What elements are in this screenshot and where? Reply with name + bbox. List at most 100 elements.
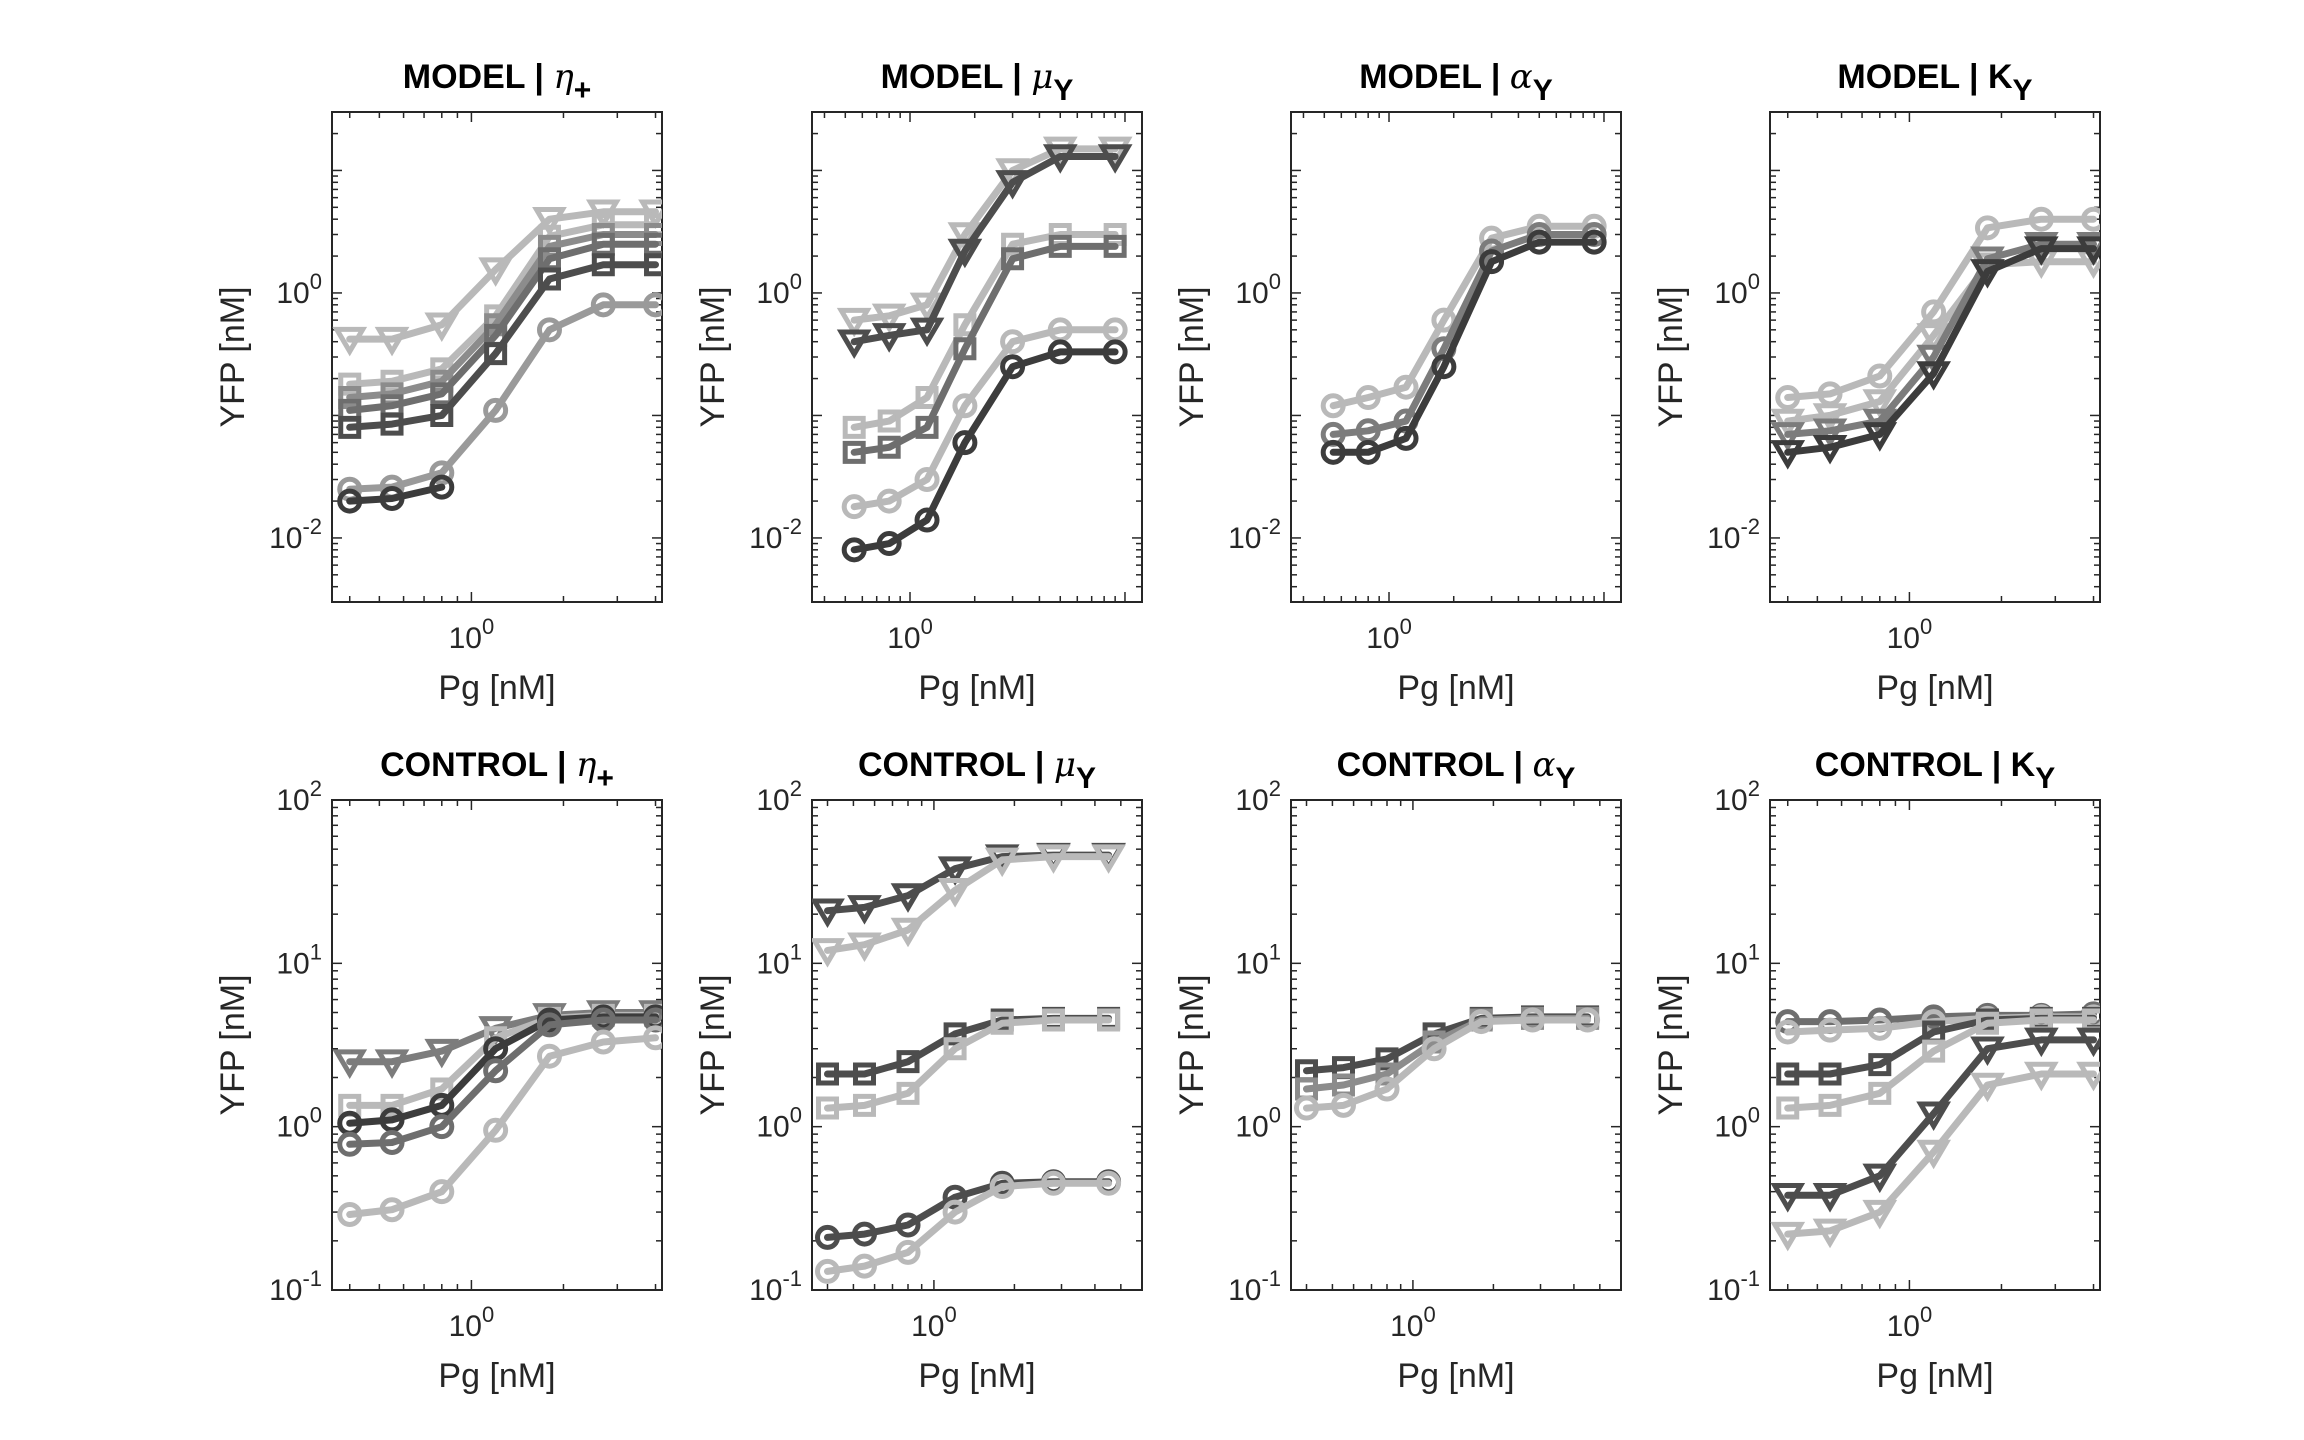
tick-exponent: 0 (1920, 1302, 1932, 1327)
y-tick-label: 10-1 (1228, 1266, 1281, 1307)
data-point-square (1295, 1077, 1319, 1101)
series-line (850, 326, 1119, 511)
data-point-circle (429, 1114, 455, 1140)
y-tick-label: 101 (756, 939, 802, 980)
data-point-circle (1921, 299, 1947, 325)
series-square (816, 1008, 1121, 1120)
data-point-circle (1294, 1095, 1320, 1121)
series-group (812, 842, 1126, 1284)
data-point-square (1331, 1073, 1355, 1097)
x-axis-label: Pg [nM] (1397, 669, 1514, 707)
data-point-triangle (812, 898, 845, 928)
data-point-circle (483, 1117, 509, 1143)
series-line (1784, 240, 2097, 438)
tick-base: 10 (449, 1310, 482, 1343)
series-circle (815, 1170, 1122, 1284)
data-point-triangle (1770, 440, 1806, 470)
data-point-square (1776, 1096, 1800, 1120)
series-triangle (332, 199, 662, 357)
tick-exponent: -2 (782, 514, 802, 539)
title-prefix: CONTROL | (380, 746, 576, 784)
tick-exponent: 2 (310, 776, 322, 801)
tick-base: 10 (756, 947, 789, 980)
title-prefix: MODEL | (881, 58, 1032, 96)
y-tick-label: 101 (1235, 939, 1281, 980)
data-point-triangle (812, 938, 845, 968)
tick-base: 10 (756, 784, 789, 817)
data-point-circle (876, 488, 902, 514)
tick-base: 10 (449, 622, 482, 655)
series-group (836, 136, 1133, 563)
data-point-triangle (1770, 1183, 1806, 1213)
data-point-triangle (2023, 1027, 2059, 1058)
plot-area (1290, 799, 1622, 1291)
data-point-square (1922, 1039, 1946, 1063)
data-point-circle (590, 1029, 616, 1055)
plot-area (811, 111, 1143, 603)
tick-base: 10 (1235, 277, 1268, 310)
data-point-circle (1519, 1007, 1545, 1033)
data-point-triangle (947, 238, 983, 269)
data-point-circle (952, 393, 978, 419)
tick-exponent: 2 (1269, 776, 1281, 801)
data-point-triangle (478, 257, 514, 287)
data-point-square (896, 1081, 920, 1105)
data-point-circle (895, 1239, 921, 1265)
chart-title: MODEL | μY (881, 57, 1074, 107)
plot-area (1769, 799, 2101, 1291)
y-tick-label: 100 (1714, 269, 1760, 310)
series-line (346, 208, 659, 343)
title-parameter: K (1988, 58, 2013, 96)
tick-exponent: -2 (302, 514, 322, 539)
data-point-triangle (1970, 1036, 2005, 1067)
data-point-triangle (1770, 1221, 1806, 1252)
x-tick-label: 100 (1887, 614, 1933, 655)
data-point-triangle (2076, 1061, 2100, 1092)
tick-base: 10 (756, 1111, 789, 1144)
tick-base: 10 (887, 622, 920, 655)
x-tick-label: 100 (449, 614, 495, 655)
data-point-square (842, 440, 866, 464)
series-circle (1294, 1007, 1601, 1121)
data-point-circle (942, 1184, 968, 1210)
series-line (1784, 1016, 2097, 1112)
data-point-circle (379, 1197, 405, 1223)
data-point-circle (1393, 425, 1419, 451)
data-point-triangle (1091, 844, 1126, 874)
data-point-triangle (1812, 418, 1848, 449)
data-point-square (953, 337, 977, 361)
x-tick-label: 100 (1390, 1302, 1436, 1343)
data-point-triangle (424, 1038, 460, 1069)
tick-exponent: 1 (1269, 939, 1281, 964)
y-tick-label: 10-2 (1707, 514, 1760, 555)
title-parameter: μ (1054, 745, 1076, 785)
data-point-circle (1421, 1036, 1447, 1062)
chart-title: CONTROL | αY (1337, 745, 1576, 795)
data-point-square (1975, 1011, 1999, 1035)
series-square (338, 253, 662, 439)
y-axis-label: YFP [nM] (214, 974, 252, 1115)
tick-exponent: 0 (1400, 614, 1412, 639)
series-circle (337, 474, 455, 514)
x-axis-label: Pg [nM] (1397, 1357, 1514, 1395)
tick-exponent: 1 (790, 939, 802, 964)
data-point-circle (536, 1043, 562, 1069)
x-axis-label: Pg [nM] (438, 669, 555, 707)
y-tick-label: 10-1 (269, 1266, 322, 1307)
title-subscript: Y (1533, 74, 1553, 107)
title-prefix: MODEL | (1359, 58, 1510, 96)
tick-exponent: 0 (1748, 1103, 1760, 1128)
y-axis-label: YFP [nM] (214, 286, 252, 427)
series-line (1784, 1070, 2097, 1238)
data-point-square (1001, 247, 1025, 271)
plot-area (1290, 111, 1622, 603)
y-tick-label: 100 (756, 1103, 802, 1144)
title-subscript: Y (1555, 762, 1575, 795)
data-point-square (915, 415, 939, 439)
data-point-triangle (585, 199, 621, 230)
tick-exponent: 0 (1748, 269, 1760, 294)
y-tick-label: 100 (1235, 1103, 1281, 1144)
title-parameter: μ (1031, 57, 1053, 97)
data-point-square (852, 1062, 876, 1086)
data-point-circle (1040, 1170, 1066, 1196)
